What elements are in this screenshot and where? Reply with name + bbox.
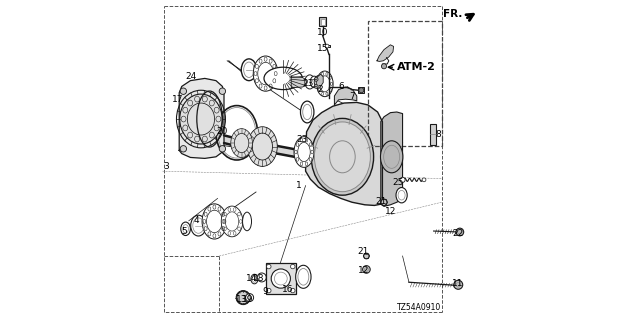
Circle shape (219, 88, 226, 94)
Text: 23: 23 (303, 79, 314, 88)
Ellipse shape (191, 215, 206, 236)
Ellipse shape (314, 76, 323, 88)
Circle shape (362, 266, 370, 273)
Polygon shape (306, 102, 383, 205)
Bar (321, 19, 325, 25)
Circle shape (422, 178, 426, 182)
Ellipse shape (311, 118, 374, 195)
Text: 21: 21 (358, 247, 369, 256)
Text: 5: 5 (181, 228, 187, 236)
Text: 7: 7 (349, 92, 355, 100)
Ellipse shape (241, 59, 257, 81)
Text: 6: 6 (338, 82, 344, 91)
Ellipse shape (237, 291, 250, 304)
Ellipse shape (248, 127, 277, 166)
Bar (319, 17, 326, 26)
Ellipse shape (364, 253, 369, 259)
Ellipse shape (294, 137, 314, 167)
Circle shape (291, 288, 295, 293)
Polygon shape (179, 78, 224, 158)
Ellipse shape (296, 265, 311, 288)
Text: 15: 15 (317, 44, 328, 53)
Text: 12: 12 (358, 266, 369, 275)
Circle shape (267, 264, 271, 269)
Circle shape (325, 44, 329, 48)
Bar (358, 87, 364, 93)
Text: 17: 17 (172, 95, 183, 104)
Circle shape (400, 177, 405, 182)
Text: 2: 2 (317, 85, 323, 94)
Ellipse shape (221, 206, 243, 237)
Text: 4: 4 (194, 216, 200, 225)
Polygon shape (381, 112, 403, 206)
Circle shape (314, 77, 318, 81)
Circle shape (267, 288, 271, 293)
Text: 14: 14 (246, 274, 257, 283)
Bar (266, 263, 296, 294)
Text: 11: 11 (452, 279, 463, 288)
Ellipse shape (310, 76, 318, 88)
Polygon shape (224, 135, 332, 161)
Circle shape (271, 269, 291, 288)
Ellipse shape (381, 199, 387, 205)
Ellipse shape (253, 56, 278, 91)
Text: 16: 16 (282, 285, 294, 294)
Circle shape (291, 264, 295, 269)
Text: 21: 21 (375, 197, 387, 206)
Text: 3: 3 (163, 162, 168, 171)
Text: 13: 13 (236, 295, 247, 304)
Circle shape (456, 228, 463, 236)
Circle shape (219, 146, 226, 152)
Text: 8: 8 (436, 130, 441, 139)
Text: 12: 12 (385, 207, 396, 216)
Text: FR.: FR. (443, 9, 462, 20)
Ellipse shape (305, 75, 315, 89)
Text: 23: 23 (297, 135, 308, 144)
Polygon shape (334, 87, 357, 105)
Text: 25: 25 (393, 178, 404, 187)
Ellipse shape (314, 122, 371, 192)
Text: 24: 24 (186, 72, 197, 81)
Ellipse shape (251, 274, 258, 284)
Circle shape (454, 280, 463, 289)
Circle shape (314, 84, 318, 88)
Text: 22: 22 (452, 229, 463, 238)
Ellipse shape (257, 273, 266, 282)
Ellipse shape (264, 67, 302, 90)
Circle shape (381, 64, 387, 69)
Ellipse shape (202, 204, 227, 239)
Text: 1: 1 (296, 181, 302, 190)
Ellipse shape (180, 222, 191, 236)
Ellipse shape (380, 141, 403, 173)
Text: TZ54A0910: TZ54A0910 (397, 303, 442, 312)
Text: 9: 9 (263, 287, 268, 296)
Ellipse shape (396, 188, 407, 203)
Text: ATM-2: ATM-2 (397, 62, 435, 72)
Circle shape (358, 88, 364, 93)
Text: 18: 18 (253, 274, 265, 283)
Ellipse shape (231, 129, 252, 157)
Text: 10: 10 (317, 28, 328, 36)
Ellipse shape (301, 101, 314, 123)
Text: 19: 19 (243, 295, 253, 304)
Circle shape (180, 88, 187, 94)
Polygon shape (377, 45, 394, 61)
Ellipse shape (243, 212, 252, 231)
Polygon shape (291, 77, 307, 88)
Ellipse shape (317, 71, 333, 97)
Bar (430, 124, 436, 145)
Text: 20: 20 (217, 127, 228, 136)
Ellipse shape (180, 94, 222, 144)
Ellipse shape (246, 294, 253, 301)
Polygon shape (316, 74, 323, 89)
Bar (368, 21, 442, 146)
Circle shape (180, 146, 187, 152)
